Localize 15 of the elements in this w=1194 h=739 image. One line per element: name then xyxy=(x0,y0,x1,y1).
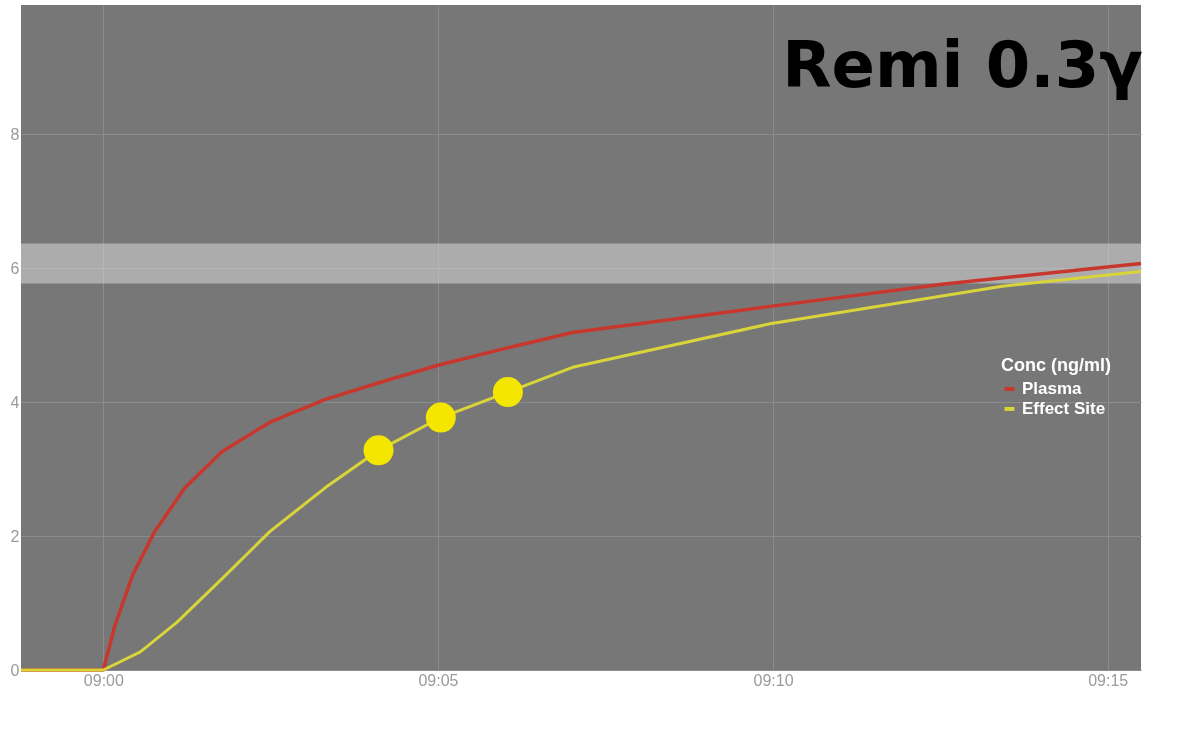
y-tick-label: 8 xyxy=(10,125,20,143)
x-tick-label: 09:05 xyxy=(418,671,459,689)
x-tick-label: 09:15 xyxy=(1088,671,1129,689)
y-tick-label: 6 xyxy=(10,259,20,277)
y-tick-label: 2 xyxy=(10,527,20,545)
y-tick-label: 0 xyxy=(10,661,20,679)
point xyxy=(425,402,456,433)
point xyxy=(363,435,394,466)
x-tick-label: 09:00 xyxy=(83,671,124,689)
legend-label: Effect Site xyxy=(1022,398,1106,418)
y-tick-label: 4 xyxy=(10,393,20,411)
legend-title: Conc (ng/ml) xyxy=(1001,355,1111,376)
legend-label: Plasma xyxy=(1022,378,1083,398)
x-tick-label: 09:10 xyxy=(753,671,794,689)
point xyxy=(492,377,523,408)
